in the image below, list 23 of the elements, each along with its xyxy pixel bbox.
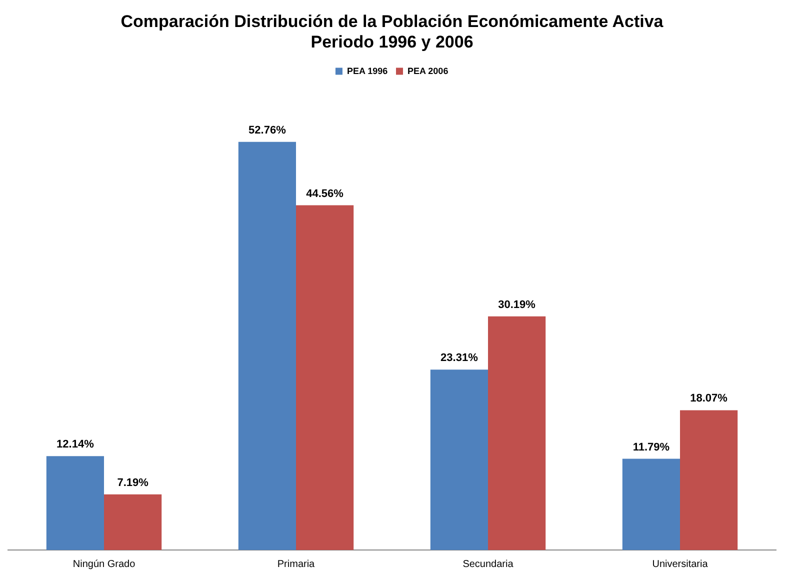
bar — [296, 205, 354, 550]
data-label: 30.19% — [498, 298, 536, 311]
bar — [680, 410, 738, 550]
data-label: 52.76% — [248, 124, 286, 136]
data-label: 44.56% — [306, 188, 344, 200]
legend-label: PEA 2006 — [408, 66, 448, 76]
x-tick-label: Secundaria — [462, 558, 514, 570]
bar — [488, 316, 546, 550]
chart-title: Comparación Distribución de la Población Económicamente Activa Periodo 1996 y 2006 — [120, 12, 664, 52]
x-tick-label: Ningún Grado — [72, 558, 136, 570]
x-tick-label: Primaria — [277, 558, 316, 570]
x-tick-label: Universitaria — [652, 558, 708, 570]
bar — [622, 458, 680, 550]
bar — [238, 142, 296, 550]
data-label: 11.79% — [632, 441, 670, 454]
data-label: 18.07% — [690, 392, 728, 405]
data-label: 23.31% — [440, 352, 478, 364]
bar — [430, 370, 488, 550]
bar — [104, 494, 162, 550]
legend-label: PEA 1996 — [346, 66, 388, 76]
data-label: 12.14% — [56, 438, 94, 451]
bar — [46, 456, 104, 550]
data-label: 7.19% — [117, 476, 149, 489]
